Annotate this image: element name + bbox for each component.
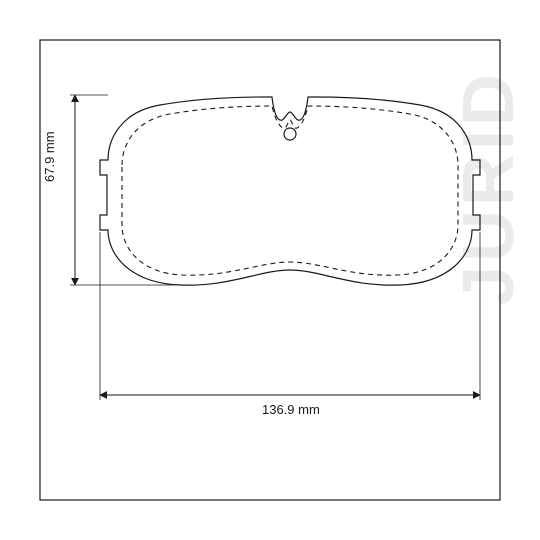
pad-outline xyxy=(100,97,480,285)
pad-hole xyxy=(284,128,296,140)
pad-friction-outline xyxy=(122,106,458,275)
drawing-canvas: JURID 67.9 mm 136.9 mm xyxy=(0,0,540,540)
drawing-svg xyxy=(0,0,540,540)
drawing-frame xyxy=(40,40,500,500)
dim-width-label: 136.9 mm xyxy=(262,402,320,417)
dim-height-label: 67.9 mm xyxy=(42,131,57,182)
